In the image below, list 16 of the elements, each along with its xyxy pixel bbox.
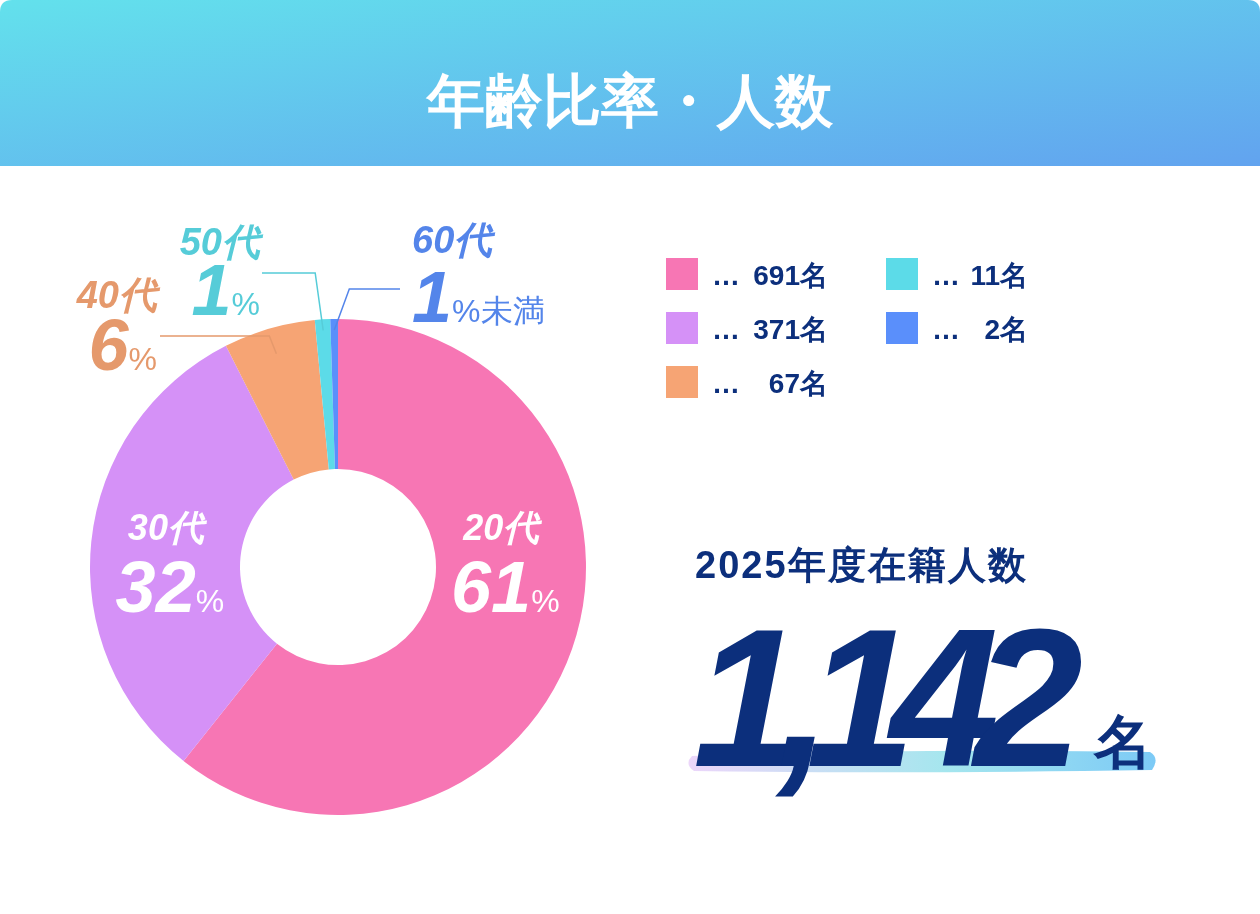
text: … 67名 — [712, 368, 828, 399]
text: … 2名 — [932, 314, 1028, 345]
text: 2025年度在籍人数 — [695, 544, 1028, 586]
donut-slice — [330, 319, 338, 470]
donut-slice — [314, 319, 335, 470]
slice-label: 30代 — [127, 507, 208, 548]
chart-title: 年齢比率・人数 — [425, 67, 834, 135]
text: … 691名 — [712, 260, 828, 291]
data-label: 61% — [451, 547, 560, 627]
text: … 11名 — [932, 260, 1028, 291]
slice-label: 20代 — [462, 507, 544, 548]
slice-label: 60代 — [412, 219, 497, 261]
donut-slice — [225, 320, 329, 480]
text: 1,142名 — [693, 589, 1152, 808]
text: … 371名 — [712, 314, 828, 345]
data-label: 32% — [115, 547, 225, 627]
